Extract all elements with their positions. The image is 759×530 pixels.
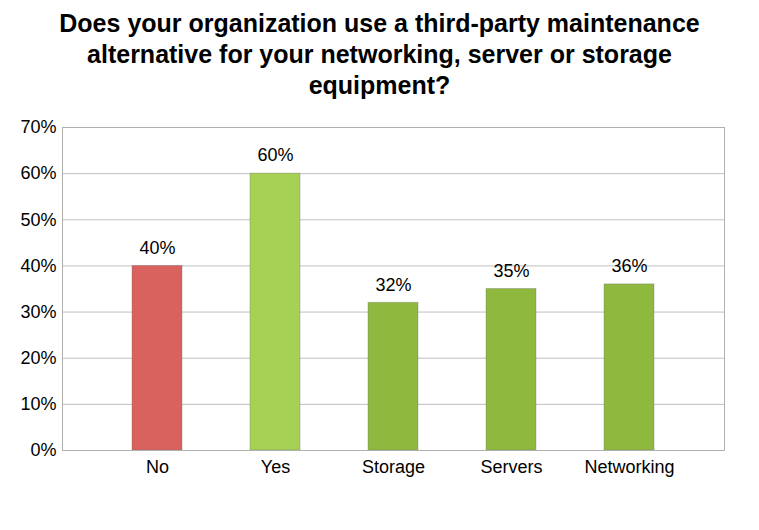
html-text:Does your organization use a t: Does your organization use a third-party…	[59, 9, 700, 99]
svg-text:No: No	[146, 457, 169, 477]
svg-text:40%: 40%	[20, 256, 56, 276]
svg-text:35%: 35%	[493, 261, 529, 281]
svg-text:50%: 50%	[20, 210, 56, 230]
svg-text:10%: 10%	[20, 394, 56, 414]
svg-text:70%: 70%	[20, 117, 56, 137]
svg-text:20%: 20%	[20, 348, 56, 368]
svg-text:0%: 0%	[30, 440, 56, 460]
svg-text:Servers: Servers	[480, 457, 542, 477]
svg-text:60%: 60%	[257, 145, 293, 165]
svg-text:40%: 40%	[139, 238, 175, 258]
svg-text:30%: 30%	[20, 302, 56, 322]
svg-text:36%: 36%	[611, 256, 647, 276]
svg-text:32%: 32%	[375, 275, 411, 295]
svg-text:Networking: Networking	[584, 457, 674, 477]
svg-text:Storage: Storage	[362, 457, 425, 477]
svg-text:Yes: Yes	[261, 457, 290, 477]
svg-text:60%: 60%	[20, 163, 56, 183]
